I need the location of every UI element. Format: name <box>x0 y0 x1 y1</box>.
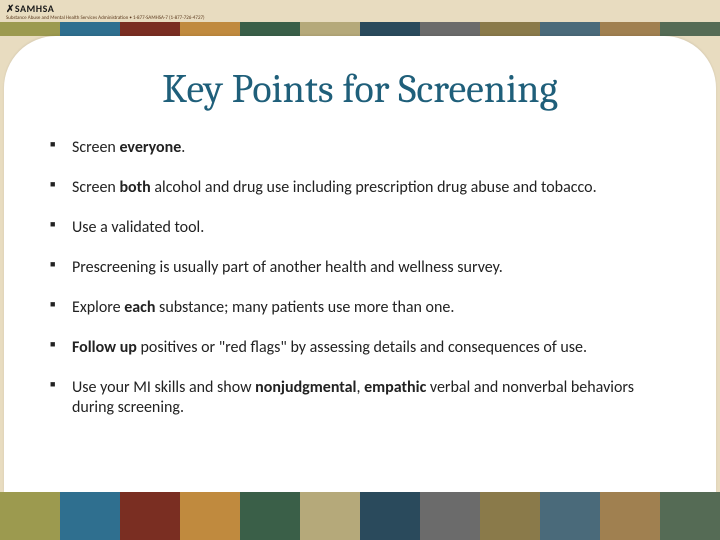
stripe-segment <box>360 22 420 36</box>
stripe-segment <box>540 492 600 540</box>
stripe-segment <box>660 492 720 540</box>
stripe-segment <box>60 492 120 540</box>
list-item: Screen everyone. <box>50 138 670 158</box>
stripe-segment <box>120 492 180 540</box>
list-item: Screen both alcohol and drug use includi… <box>50 178 670 198</box>
logo-subtext: Substance Abuse and Mental Health Servic… <box>6 15 205 21</box>
page-title: Key Points for Screening <box>50 66 670 112</box>
stripe-segment <box>540 22 600 36</box>
stripe-segment <box>240 22 300 36</box>
stripe-segment <box>420 22 480 36</box>
stripe-segment <box>240 492 300 540</box>
list-item: Use your MI skills and show nonjudgmenta… <box>50 378 670 418</box>
stripe-segment <box>360 492 420 540</box>
stripe-segment <box>60 22 120 36</box>
stripe-segment <box>660 22 720 36</box>
stripe-segment <box>300 22 360 36</box>
stripe-segment <box>480 22 540 36</box>
list-item: Explore each substance; many patients us… <box>50 298 670 318</box>
list-item: Use a validated tool. <box>50 218 670 238</box>
slide: ✗SAMHSA Substance Abuse and Mental Healt… <box>0 0 720 540</box>
stripe-segment <box>600 492 660 540</box>
stripe-segment <box>480 492 540 540</box>
stripe-segment <box>180 22 240 36</box>
samhsa-logo: ✗SAMHSA Substance Abuse and Mental Healt… <box>6 2 205 21</box>
stripe-segment <box>300 492 360 540</box>
stripe-segment <box>0 22 60 36</box>
stripe-segment <box>600 22 660 36</box>
stripe-segment <box>0 492 60 540</box>
stripe-segment <box>120 22 180 36</box>
bullet-list: Screen everyone. Screen both alcohol and… <box>50 138 670 418</box>
logo-main: ✗SAMHSA <box>6 2 54 15</box>
stripe-segment <box>180 492 240 540</box>
content-panel: Key Points for Screening Screen everyone… <box>4 36 716 492</box>
bottom-color-band <box>0 492 720 540</box>
list-item: Follow up positives or "red flags" by as… <box>50 338 670 358</box>
top-color-band <box>0 22 720 36</box>
list-item: Prescreening is usually part of another … <box>50 258 670 278</box>
stripe-segment <box>420 492 480 540</box>
